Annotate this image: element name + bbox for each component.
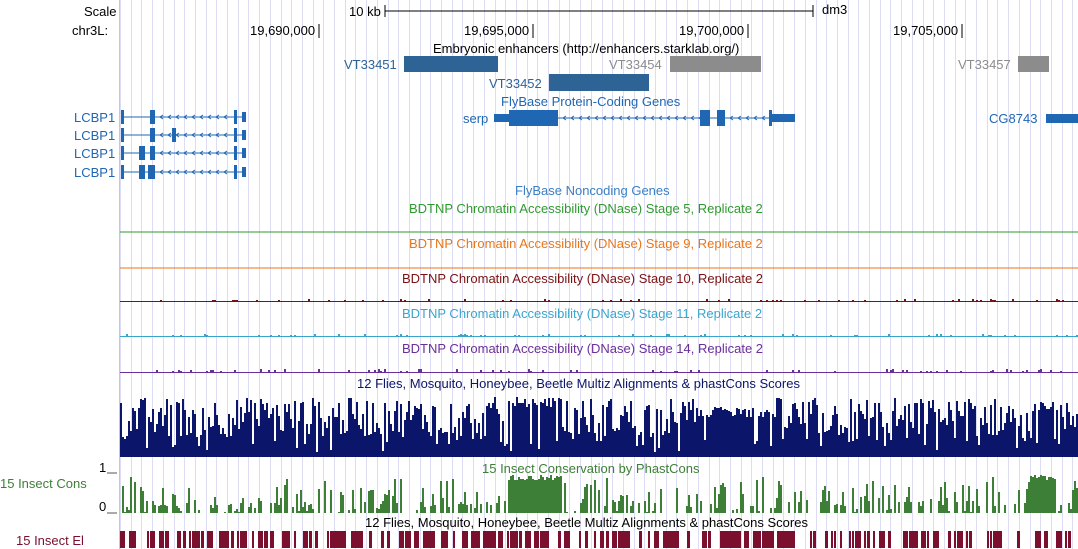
ruler-position-4: 19,705,000 (893, 23, 959, 38)
gene-label-lcbp1-2[interactable]: LCBP1 (74, 128, 116, 143)
cons-axis-bottom: 0 (99, 499, 107, 514)
gene-model-serp[interactable] (494, 110, 795, 126)
elements-track-title[interactable]: 12 Flies, Mosquito, Honeybee, Beetle Mul… (365, 515, 808, 530)
gene-label-lcbp1-1[interactable]: LCBP1 (74, 110, 116, 125)
multiz-conservation-histogram (120, 397, 1078, 457)
enhancer-block-vt33452[interactable] (549, 74, 649, 91)
flybase-coding-track-title[interactable]: FlyBase Protein-Coding Genes (501, 94, 681, 109)
chrom-label: chr3L: (72, 23, 109, 38)
enhancer-block-vt33451[interactable] (404, 56, 498, 72)
enhancer-label-vt33457[interactable]: VT33457 (958, 57, 1011, 72)
dnase-stage14-signal (120, 369, 1078, 373)
flybase-noncoding-track-title[interactable]: FlyBase Noncoding Genes (515, 183, 670, 198)
dnase-stage11-title[interactable]: BDTNP Chromatin Accessibility (DNase) St… (402, 306, 763, 321)
gene-label-cg8743[interactable]: CG8743 (989, 111, 1038, 126)
enhancer-block-vt33454[interactable] (670, 56, 761, 72)
cons-track-title[interactable]: 15 Insect Conservation by PhastCons (482, 461, 700, 476)
left-margin-divider (119, 0, 120, 549)
scale-bar (384, 5, 814, 17)
gene-label-lcbp1-4[interactable]: LCBP1 (74, 165, 116, 180)
enhancer-block-vt33457[interactable] (1018, 56, 1049, 72)
dnase-stage14-title[interactable]: BDTNP Chromatin Accessibility (DNase) St… (402, 341, 764, 356)
dnase-stage10-signal (120, 299, 1078, 302)
ruler-ticks (318, 24, 963, 38)
elements-side-label[interactable]: 15 Insect El (16, 533, 84, 548)
cons-axis (107, 472, 117, 514)
dnase-stage10-title[interactable]: BDTNP Chromatin Accessibility (DNase) St… (402, 271, 764, 286)
gene-label-lcbp1-3[interactable]: LCBP1 (74, 146, 116, 161)
conserved-elements-blocks (120, 531, 1071, 548)
scale-bar-text: 10 kb (349, 4, 381, 19)
enhancer-label-vt33454[interactable]: VT33454 (609, 57, 662, 72)
dnase-stage5-title[interactable]: BDTNP Chromatin Accessibility (DNase) St… (409, 201, 763, 216)
ruler-position-1: 19,690,000 (250, 23, 316, 38)
ruler-position-2: 19,695,000 (464, 23, 530, 38)
assembly-label: dm3 (822, 2, 848, 17)
dnase-stage11-signal (120, 334, 1078, 337)
enhancer-label-vt33451[interactable]: VT33451 (344, 57, 397, 72)
cons-side-label[interactable]: 15 Insect Cons (0, 476, 87, 491)
enhancers-track-title[interactable]: Embryonic enhancers (http://enhancers.st… (433, 41, 740, 56)
dnase-stage9-title[interactable]: BDTNP Chromatin Accessibility (DNase) St… (409, 236, 763, 251)
scale-label: Scale (84, 4, 117, 19)
cons-axis-top: 1 (99, 460, 107, 475)
gene-label-serp[interactable]: serp (463, 111, 489, 126)
gene-model-cg8743[interactable] (1046, 114, 1078, 123)
phastcons-histogram (122, 475, 1078, 513)
multiz-track-title[interactable]: 12 Flies, Mosquito, Honeybee, Beetle Mul… (357, 376, 800, 391)
ruler-position-3: 19,700,000 (679, 23, 745, 38)
enhancer-label-vt33452[interactable]: VT33452 (489, 76, 542, 91)
